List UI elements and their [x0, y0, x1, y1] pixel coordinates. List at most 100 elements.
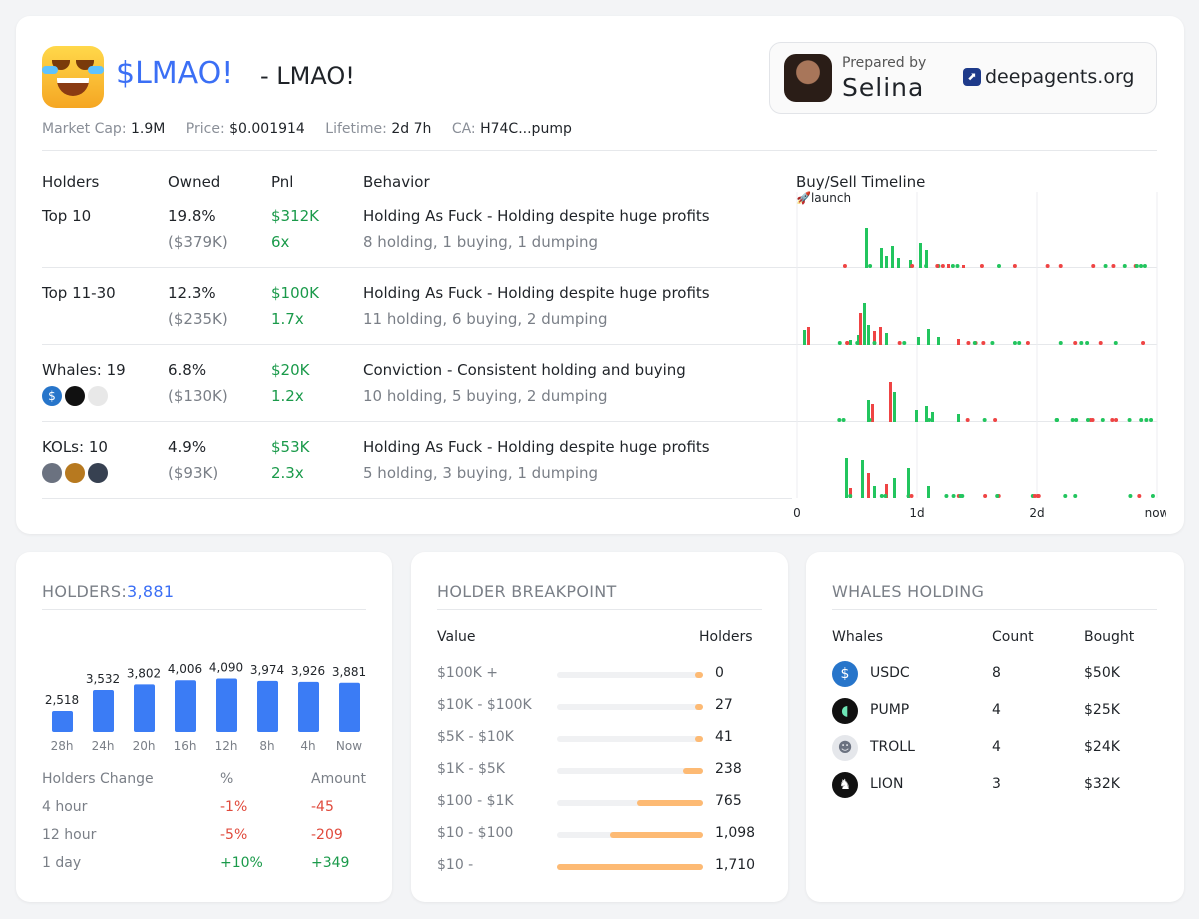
breakpoint-range: $10 - $100	[437, 825, 514, 841]
prepared-label: Prepared by	[842, 55, 927, 71]
breakpoint-range: $100 - $1K	[437, 793, 514, 809]
holders-bar-value: 3,881	[332, 665, 366, 679]
trade-dot	[983, 494, 988, 498]
change-percent: +10%	[220, 855, 263, 871]
owned-usd: ($130K)	[168, 387, 228, 405]
trade-dot	[1079, 341, 1084, 345]
contract-address: H74C...pump	[480, 121, 572, 137]
trade-dot	[955, 264, 960, 268]
sell-bar	[859, 313, 862, 345]
whale-count: 4	[992, 739, 1001, 755]
behavior-label: Conviction - Consistent holding and buyi…	[363, 361, 686, 379]
buy-bar	[880, 248, 883, 268]
buy-bar	[891, 246, 894, 268]
trade-dot	[837, 418, 842, 422]
trade-dot	[867, 418, 872, 422]
trade-dot	[883, 494, 888, 498]
holders-bar	[175, 680, 196, 732]
usdc-icon: $	[42, 386, 62, 406]
token-ticker: $LMAO!	[116, 56, 234, 91]
holders-bar-value: 4,090	[209, 660, 243, 674]
trade-dot	[1074, 418, 1079, 422]
trade-dot	[995, 494, 1000, 498]
sell-bar	[879, 327, 882, 345]
behavior-detail: 8 holding, 1 buying, 1 dumping	[363, 233, 599, 251]
trade-dot	[1058, 264, 1063, 268]
breakpoint-title: HOLDER BREAKPOINT	[437, 582, 617, 601]
buy-bar	[909, 260, 912, 268]
launch-label: 🚀launch	[796, 191, 852, 205]
kol-avatar-icon	[88, 463, 108, 483]
holders-bar-chart: 2,518 28h 3,532 24h 3,802 20h 4,006 16h 4,090 12h…	[45, 660, 366, 752]
trade-dot	[897, 341, 902, 345]
trade-dot	[1017, 341, 1022, 345]
row-divider	[42, 344, 1157, 345]
token-meta: Market Cap: 1.9M Price: $0.001914 Lifeti…	[42, 121, 572, 137]
whale-name: PUMP	[870, 702, 910, 718]
whale-name: TROLL	[870, 739, 915, 755]
buy-bar	[885, 256, 888, 268]
behavior-label: Holding As Fuck - Holding despite huge p…	[363, 284, 710, 302]
holders-bar	[93, 690, 114, 732]
trade-dot	[841, 418, 846, 422]
trade-dot	[1110, 418, 1115, 422]
holders-bar-value: 4,006	[168, 662, 202, 676]
holders-bar-category: 8h	[259, 739, 274, 752]
trade-dot	[1012, 341, 1017, 345]
buy-bar	[867, 400, 870, 422]
holder-group-label: Top 10	[42, 207, 92, 225]
trade-dot	[993, 418, 998, 422]
trade-dot	[1114, 418, 1119, 422]
change-header-amount: Amount	[311, 771, 367, 787]
buy-bar	[897, 258, 900, 268]
row-divider	[42, 498, 792, 499]
trade-dot	[1150, 494, 1155, 498]
behavior-detail: 11 holding, 6 buying, 2 dumping	[363, 310, 608, 328]
trade-dot	[1055, 418, 1060, 422]
trade-dot	[1149, 418, 1154, 422]
buy-bar	[861, 460, 864, 498]
owned-percent: 12.3%	[168, 284, 216, 302]
site-link[interactable]: deepagents.org	[985, 66, 1135, 88]
sell-bar	[889, 382, 892, 422]
whale-count: 4	[992, 702, 1001, 718]
buy-sell-timeline-chart: 0 1d 2d now	[793, 192, 1166, 520]
holder-group-label: Whales: 19	[42, 361, 126, 379]
breakpoint-bar-fill	[695, 736, 703, 742]
breakpoint-bar-track	[557, 736, 703, 742]
timeline-tick-label: 0	[793, 506, 801, 520]
col-behavior: Behavior	[363, 173, 430, 191]
change-period: 12 hour	[42, 827, 97, 843]
sell-bar	[871, 404, 874, 422]
sell-bar	[947, 264, 950, 268]
breakpoint-col-value: Value	[437, 629, 476, 645]
deepagents-logo-icon: ⬈	[963, 68, 981, 86]
breakpoint-range: $10 -	[437, 857, 474, 873]
trade-dot	[1025, 341, 1030, 345]
whale-bought: $50K	[1084, 665, 1120, 681]
usdc-icon: $	[832, 661, 858, 687]
trade-dot	[1103, 264, 1108, 268]
buy-bar	[925, 406, 928, 422]
trade-dot	[1073, 494, 1078, 498]
buy-bar	[919, 243, 922, 268]
breakpoint-bar-track	[557, 704, 703, 710]
breakpoint-range: $1K - $5K	[437, 761, 505, 777]
sell-bar	[849, 488, 852, 498]
sell-bar	[873, 331, 876, 345]
trade-dot	[1085, 418, 1090, 422]
holders-bar-value: 3,926	[291, 664, 325, 678]
holder-breakpoint-card: HOLDER BREAKPOINT Value Holders $100K + 0…	[411, 552, 788, 902]
trade-dot	[1032, 494, 1037, 498]
whales-col-name: Whales	[832, 629, 884, 645]
trade-dot	[1045, 264, 1050, 268]
lifetime: 2d 7h	[391, 121, 432, 137]
buy-bar	[885, 333, 888, 345]
breakpoint-range: $100K +	[437, 665, 498, 681]
buy-bar	[927, 329, 930, 345]
behavior-detail: 5 holding, 3 buying, 1 dumping	[363, 464, 599, 482]
trade-dot	[951, 494, 956, 498]
whales-title: WHALES HOLDING	[832, 582, 985, 601]
holders-bar-value: 3,974	[250, 663, 284, 677]
trade-dot	[1100, 418, 1105, 422]
